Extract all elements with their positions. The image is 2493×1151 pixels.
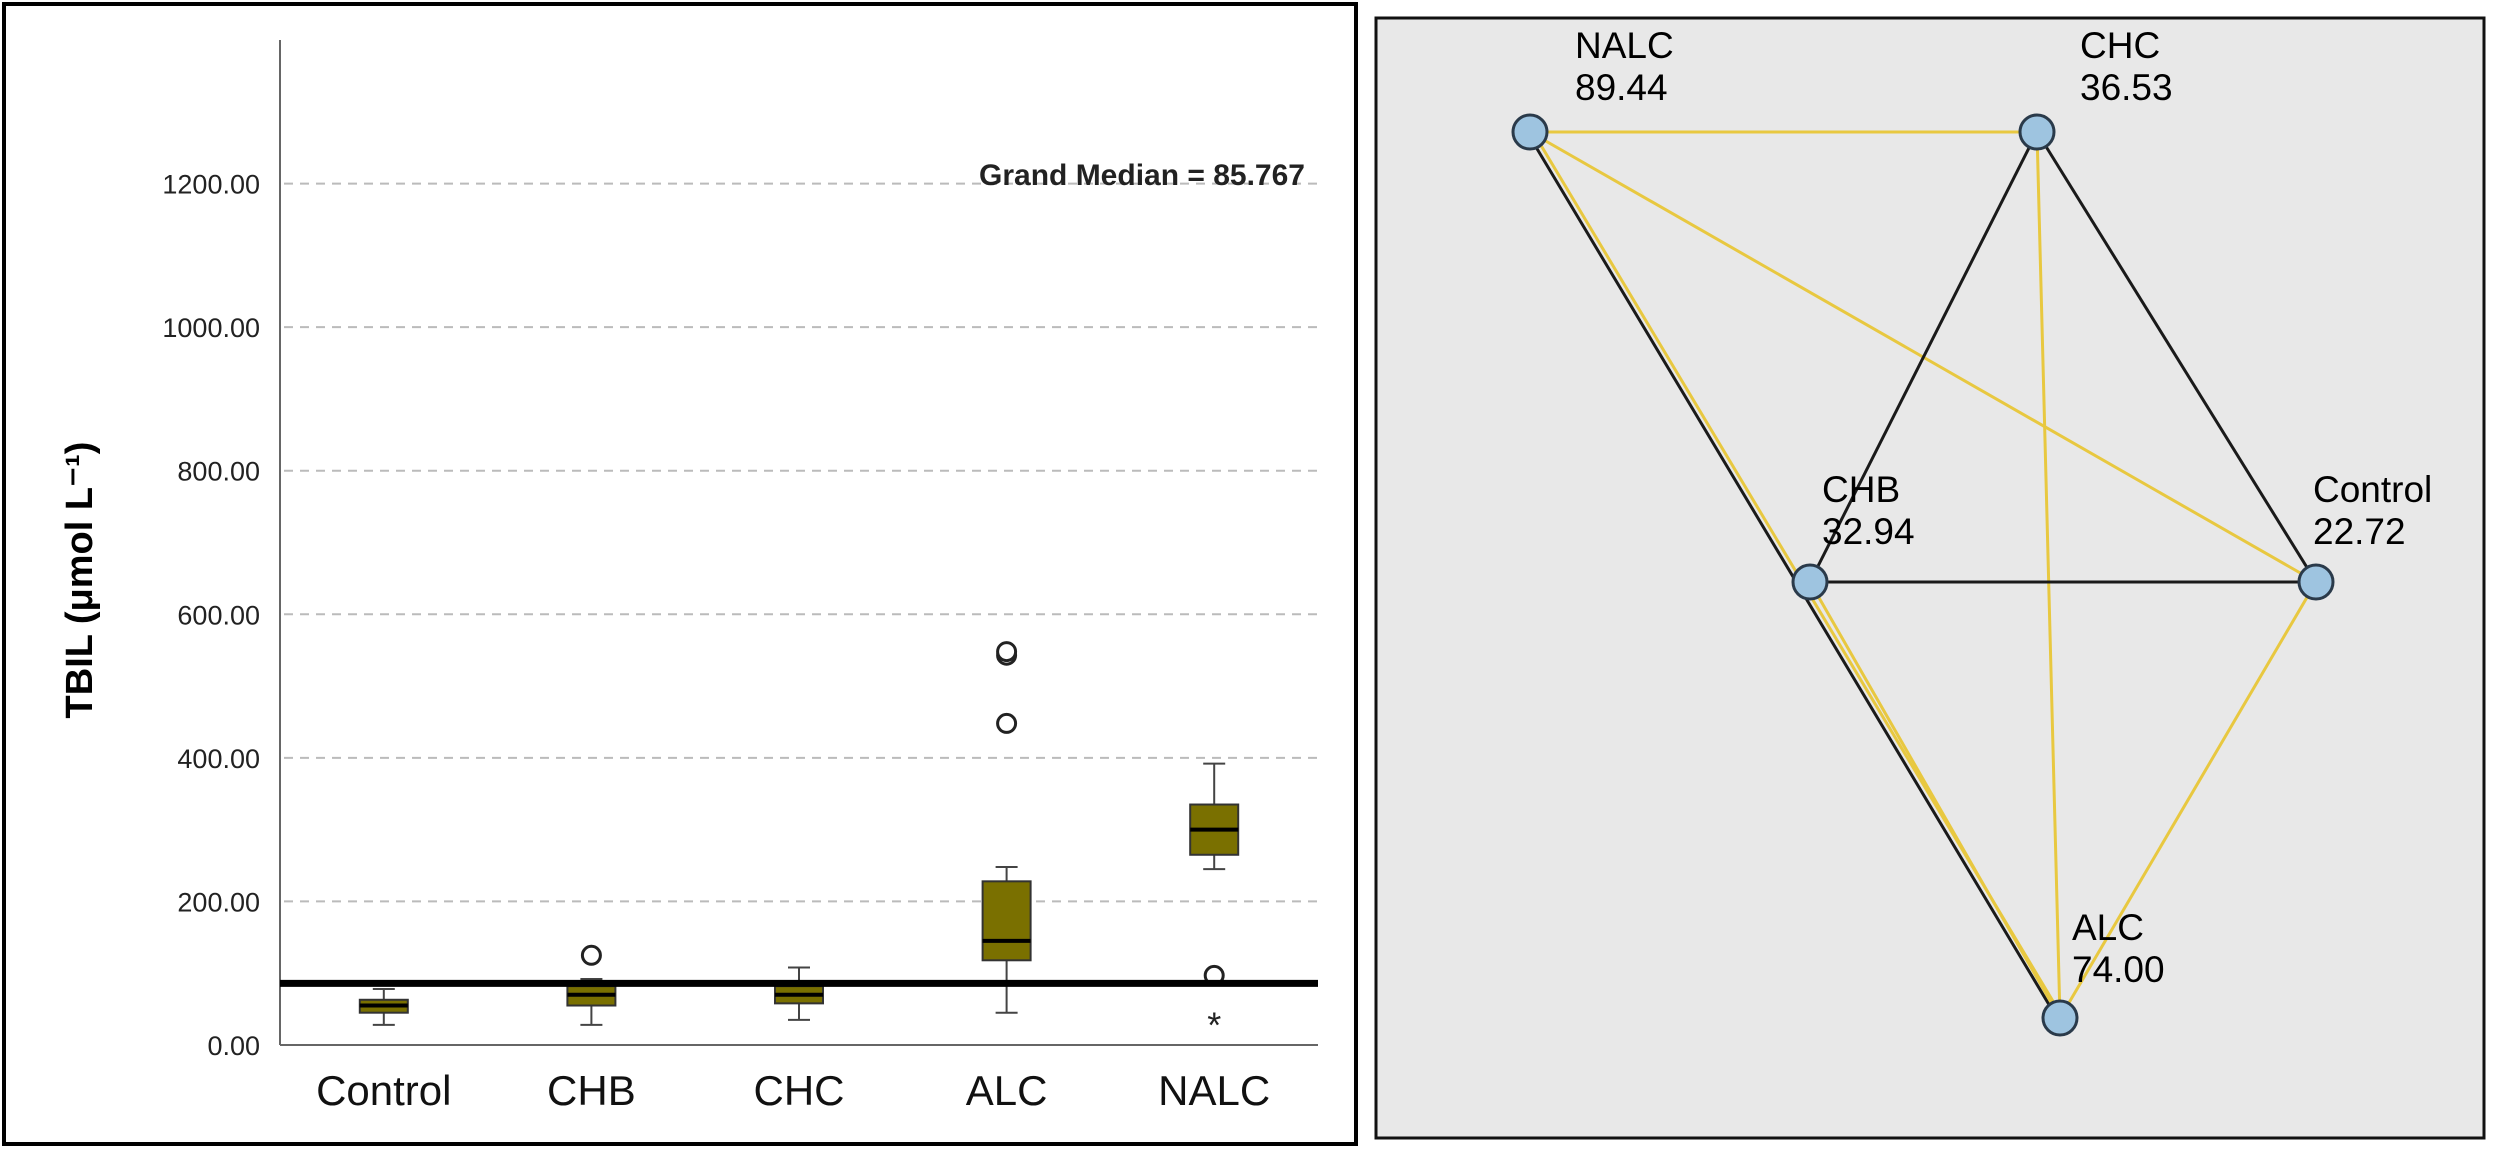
- edge-control-alc: [2058, 581, 2318, 1019]
- boxplot-frame: [2, 2, 1358, 1146]
- edge-line: [2035, 131, 2318, 583]
- edge-line: [2058, 581, 2318, 1019]
- edge-line: [1808, 131, 2039, 583]
- node-value-label: 22.72: [2313, 511, 2406, 552]
- outlier-point: [996, 641, 1018, 663]
- node-chc: [2018, 113, 2056, 151]
- node-control: [2297, 563, 2335, 601]
- outlier-point: [580, 944, 602, 966]
- y-tick-label: 1200.00: [162, 170, 260, 200]
- box-alc: [981, 641, 1032, 1014]
- edge-line: [1808, 581, 2062, 1019]
- y-tick-label: 200.00: [177, 887, 260, 917]
- boxplot-boxes: *: [358, 641, 1240, 1045]
- y-tick-label: 800.00: [177, 457, 260, 487]
- outlier-point: [996, 712, 1018, 734]
- boxplot-axes: [279, 40, 1318, 1046]
- x-category-label: NALC: [1158, 1067, 1270, 1114]
- boxplot-category-labels: Control CHB CHC ALC NALC: [316, 1067, 1270, 1114]
- grand-median-annotation: Grand Median = 85.767: [979, 159, 1305, 192]
- node-value-label: 36.53: [2080, 67, 2173, 108]
- box-chc: [774, 966, 824, 1021]
- boxplot-panel: 0.00 200.00 400.00 600.00 800.00 1000.00 1200.…: [2, 2, 1358, 1146]
- edge-line: [2035, 131, 2062, 1019]
- y-tick-label: 1000.00: [162, 313, 260, 343]
- x-category-label: CHC: [754, 1067, 845, 1114]
- node-alc: [2041, 999, 2079, 1037]
- node-nalc: [1511, 113, 1549, 151]
- node-name-label: ALC: [2072, 907, 2144, 948]
- node-name-label: NALC: [1575, 25, 1674, 66]
- node-value-label: 74.00: [2072, 949, 2165, 990]
- node-value-label: 89.44: [1575, 67, 1668, 108]
- box-control: [358, 988, 409, 1026]
- boxplot-y-ticks: 0.00 200.00 400.00 600.00 800.00 1000.00 1200.…: [162, 170, 260, 1061]
- x-category-label: ALC: [966, 1067, 1048, 1114]
- node-chb: [1791, 563, 1829, 601]
- node-name-label: Control: [2313, 469, 2432, 510]
- box-nalc: *: [1189, 762, 1240, 1045]
- y-tick-label: 600.00: [177, 600, 260, 630]
- x-category-label: Control: [316, 1067, 451, 1114]
- edge-chc-control: [2035, 131, 2318, 583]
- y-axis-label: TBIL (μmol L⁻¹): [59, 442, 101, 719]
- extreme-point: *: [1207, 1004, 1221, 1045]
- node-value-label: 32.94: [1822, 511, 1915, 552]
- edge-chb-alc: [1808, 581, 2062, 1019]
- edge-chc-alc: [2035, 131, 2062, 1019]
- node-name-label: CHC: [2080, 25, 2160, 66]
- x-category-label: CHB: [547, 1067, 636, 1114]
- edge-line-black: [1525, 131, 2059, 1019]
- box-iqr: [981, 880, 1032, 962]
- y-tick-label: 400.00: [177, 744, 260, 774]
- boxplot-gridlines: [284, 182, 1318, 903]
- edge-chc-chb: [1808, 131, 2039, 583]
- y-tick-label: 0.00: [207, 1031, 260, 1061]
- network-nodes: [1511, 113, 2335, 1037]
- node-name-label: CHB: [1822, 469, 1900, 510]
